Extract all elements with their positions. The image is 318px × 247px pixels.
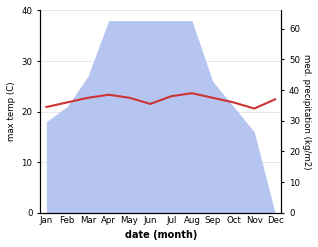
X-axis label: date (month): date (month) bbox=[125, 230, 197, 240]
Y-axis label: med. precipitation (kg/m2): med. precipitation (kg/m2) bbox=[302, 54, 311, 169]
Y-axis label: max temp (C): max temp (C) bbox=[7, 82, 16, 141]
